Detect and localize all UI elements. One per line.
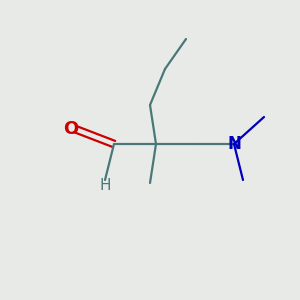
Text: O: O [63, 120, 78, 138]
Text: N: N [227, 135, 241, 153]
Text: H: H [99, 178, 111, 194]
